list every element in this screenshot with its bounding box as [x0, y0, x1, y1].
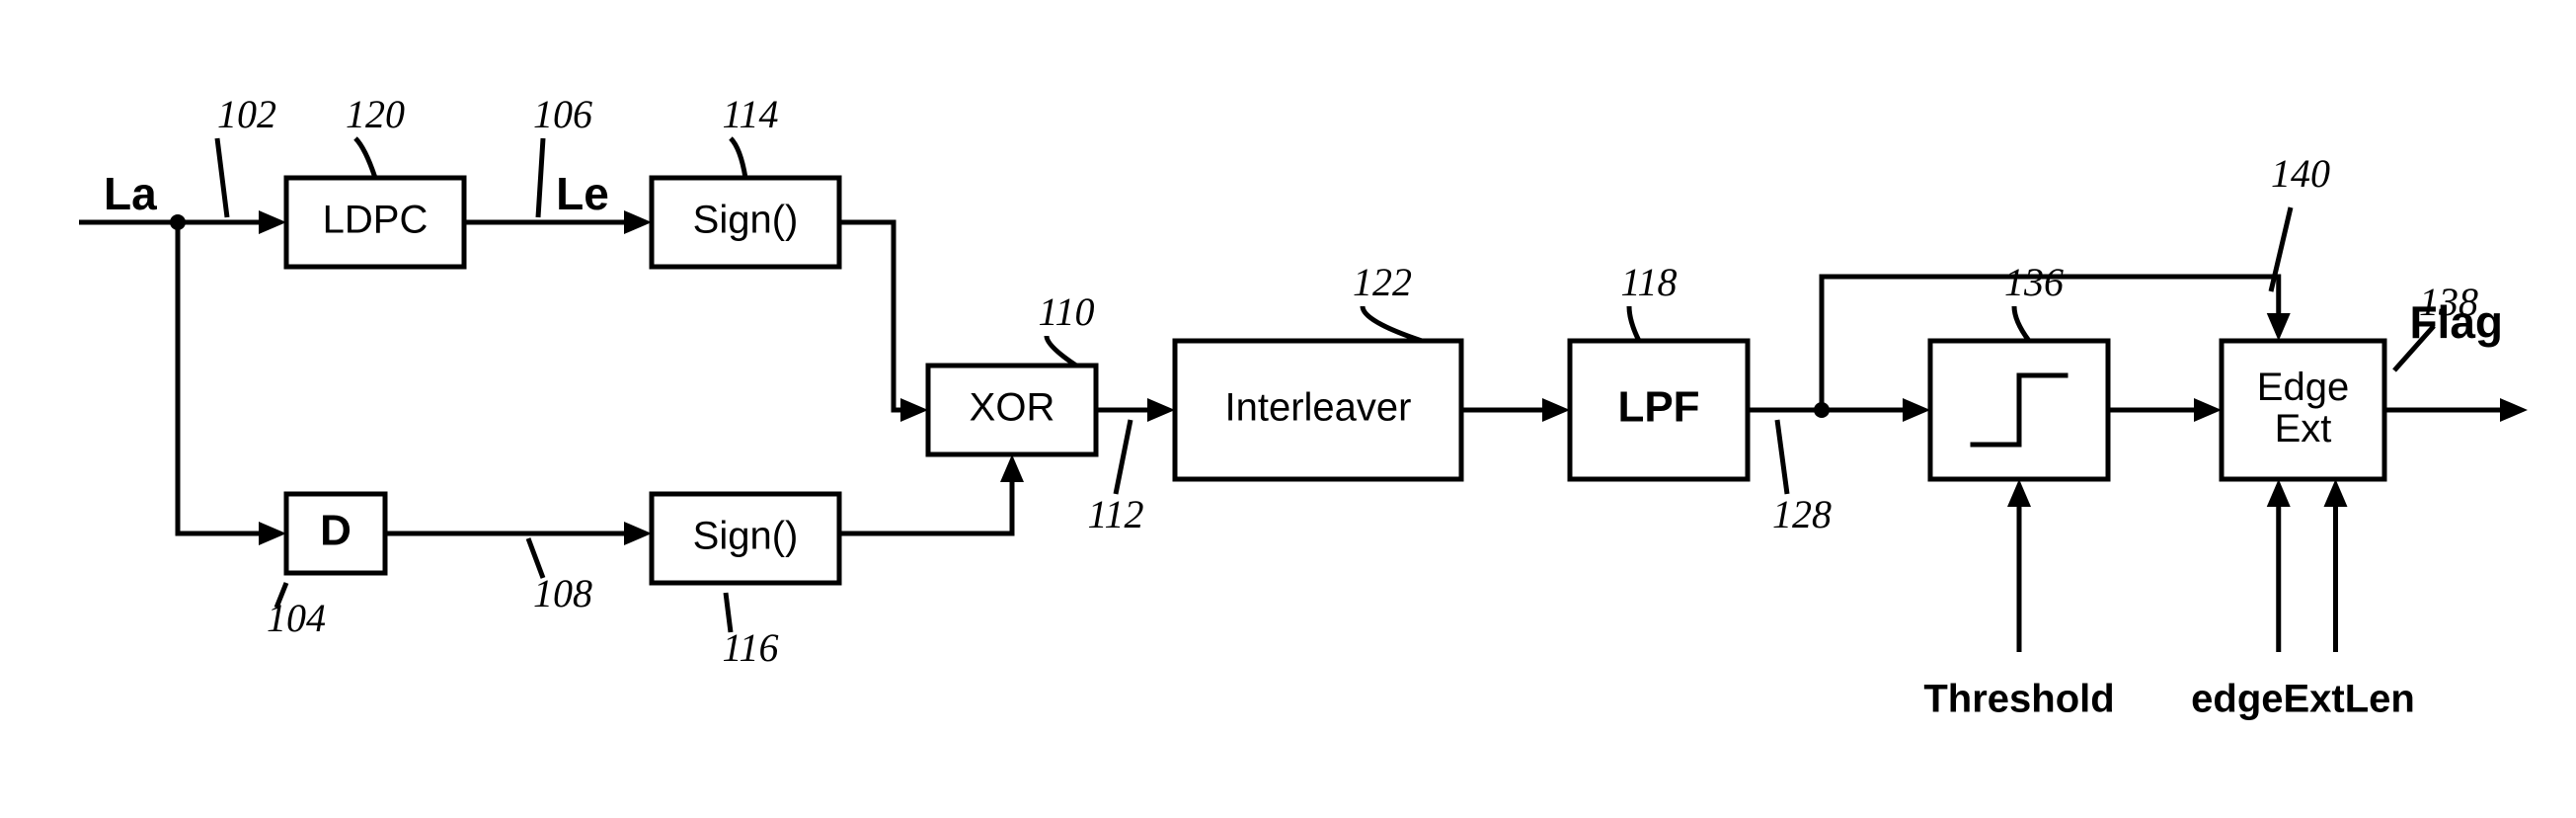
- svg-text:XOR: XOR: [970, 386, 1055, 430]
- svg-text:128: 128: [1772, 492, 1832, 536]
- svg-text:LPF: LPF: [1617, 383, 1699, 432]
- svg-text:104: 104: [267, 596, 326, 640]
- svg-text:Threshold: Threshold: [1923, 678, 2114, 721]
- svg-text:118: 118: [1620, 260, 1677, 304]
- svg-text:Sign(): Sign(): [693, 199, 799, 242]
- svg-text:La: La: [104, 168, 157, 219]
- svg-text:120: 120: [346, 92, 405, 136]
- svg-text:122: 122: [1353, 260, 1412, 304]
- svg-text:110: 110: [1038, 289, 1094, 334]
- svg-text:114: 114: [722, 92, 778, 136]
- svg-text:Flag: Flag: [2409, 296, 2503, 348]
- svg-text:112: 112: [1087, 492, 1143, 536]
- svg-text:LDPC: LDPC: [323, 199, 429, 242]
- svg-text:Sign(): Sign(): [693, 515, 799, 558]
- block-diagram: LDPC120D104Sign()114Sign()116XOR110Inter…: [0, 0, 2576, 818]
- svg-text:Interleaver: Interleaver: [1225, 386, 1412, 430]
- svg-text:102: 102: [217, 92, 276, 136]
- svg-text:106: 106: [533, 92, 592, 136]
- svg-text:140: 140: [2271, 151, 2330, 196]
- svg-text:edgeExtLen: edgeExtLen: [2191, 678, 2415, 721]
- svg-text:136: 136: [2004, 260, 2064, 304]
- svg-text:D: D: [320, 507, 351, 555]
- svg-text:Le: Le: [556, 168, 609, 219]
